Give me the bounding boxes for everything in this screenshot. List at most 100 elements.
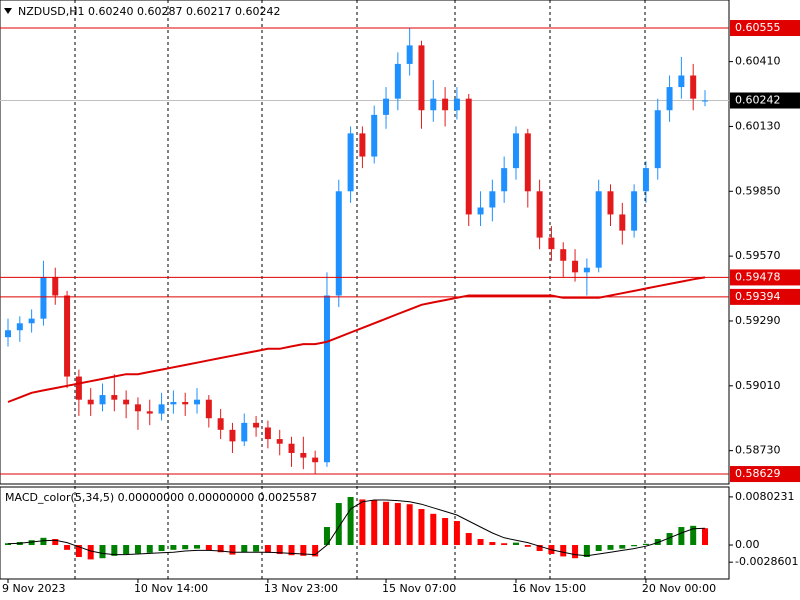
macd-bar [359,499,366,546]
macd-bar [560,545,567,557]
candle-body [170,402,177,405]
level-label: 0.60555 [735,21,781,34]
macd-bar [394,503,401,546]
candle-body [312,457,319,463]
level-label: 0.59394 [735,290,781,303]
candle-body [16,323,23,331]
macd-bar [182,545,189,550]
candle-body [264,427,271,440]
macd-bar [642,543,649,546]
y-tick-label: 0.58730 [735,444,781,457]
candle-body [134,404,141,412]
candle-body [52,276,59,296]
y-tick-label: 0.59290 [735,314,781,327]
macd-bar [5,543,11,546]
candle-body [158,404,165,414]
candle-body [512,133,519,169]
candle-body [99,395,106,405]
macd-bar [194,545,201,549]
candle-body [182,402,189,405]
candle-body [607,191,614,215]
macd-bar [52,539,59,546]
macd-bar [323,527,330,546]
macd-bar [607,545,614,550]
macd-bar [619,545,626,549]
candle-body [453,98,460,111]
macd-bar [418,509,425,546]
candle-body [383,98,390,115]
macd-bar [536,545,543,552]
x-tick-label: 16 Nov 15:00 [512,582,586,595]
macd-bar [300,545,307,556]
candle-body [229,429,236,442]
macd-bar [264,545,271,553]
candle-body [217,418,224,430]
macd-bar [678,527,685,546]
macd-title: MACD_color(5,34,5) 0.00000000 0.00000000… [5,491,317,504]
candle-body [690,75,697,99]
candle-body [418,45,425,111]
candle-body [702,100,708,102]
macd-bar [572,545,579,559]
candle-body [595,191,602,268]
x-tick-label: 10 Nov 14:00 [134,582,208,595]
candle-body [371,114,378,157]
moving-average [7,276,706,403]
candle-body [253,422,260,428]
y-tick-label: 0.59850 [735,184,781,197]
macd-bar [583,545,590,558]
candle-body [300,452,307,458]
macd-bar [170,545,177,550]
y2-tick-label: 0.00 [735,538,760,551]
level-label: 0.58629 [735,467,781,480]
candle-body [359,133,366,157]
macd-bar [87,545,94,560]
macd-bar [702,528,708,546]
candle-body [678,75,685,88]
macd-bar [595,545,602,552]
macd-bar [99,545,106,559]
macd-bar [40,537,47,546]
bid-label: 0.60242 [735,94,781,107]
candle-body [64,295,71,377]
candle-body [75,376,82,400]
candle-body [146,411,153,414]
bid-label-box [730,92,800,109]
level-label-box [730,466,800,483]
macd-bar [146,545,153,553]
candle-body [28,318,35,324]
macd-panel-frame [0,486,730,580]
day-separators [74,0,646,579]
macd-bar [453,521,460,546]
candle-body [442,98,449,111]
macd-bar [501,543,508,546]
y-tick-label: 0.59570 [735,249,781,262]
macd-bar [524,545,531,547]
collapse-arrow [4,8,12,14]
macd-bar [205,545,212,551]
candle-body [560,249,567,261]
candle-body [111,395,118,400]
y-tick-label: 0.60130 [735,119,781,132]
macd-bar [158,545,165,552]
macd-bar [64,545,71,550]
candle-body [87,399,94,405]
candle-body [654,110,661,169]
y-tick-label: 0.59010 [735,379,781,392]
macd-bar [229,545,236,555]
macd-bar [406,504,413,546]
macd-bar [111,545,118,556]
candle-body [642,168,649,192]
y2-tick-label: 0.0080231 [735,490,795,503]
macd-bar [276,545,283,555]
x-tick-label: 20 Nov 00:00 [642,582,716,595]
chart-title: NZDUSD,H1 0.60240 0.60287 0.60217 0.6024… [18,5,280,18]
macd-bar [690,525,697,546]
macd-bar [241,545,248,553]
macd-bar [512,542,519,546]
price-panel-frame [0,0,730,485]
macd-bar [335,503,342,546]
macd-bar [442,518,449,546]
candle-body [548,237,555,250]
